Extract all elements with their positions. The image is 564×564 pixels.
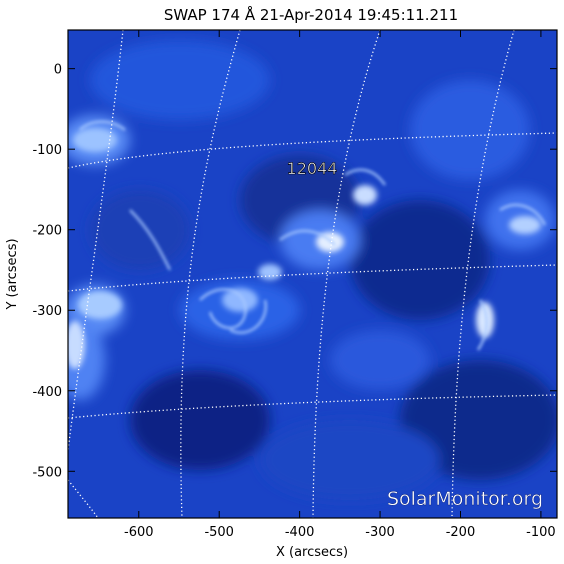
y-tick-label: -300 [32,304,62,319]
plot-frame [67,29,558,519]
x-axis: -600 -500 -400 -300 -200 -100 [124,30,556,540]
coordinate-grid [68,30,557,518]
x-tick-label: -300 [365,525,395,540]
y-tick-label: 0 [54,63,62,78]
x-tick-label: -100 [526,525,556,540]
x-axis-label: X (arcsecs) [276,545,348,560]
solar-image: 12044 SolarMonitor.org [68,30,557,518]
y-tick-label: -100 [32,143,62,158]
x-tick-label: -500 [204,525,234,540]
y-tick-label: -500 [32,465,62,480]
image-title: SWAP 174 Å 21-Apr-2014 19:45:11.211 [164,5,458,24]
y-tick-label: -200 [32,224,62,239]
x-tick-label: -400 [285,525,315,540]
y-tick-label: -400 [32,385,62,400]
active-region-label: 12044 [287,159,338,178]
plasma-texture [68,40,557,500]
y-axis: 0 -100 -200 -300 -400 -500 [32,63,557,480]
y-axis-label: Y (arcsecs) [5,238,20,310]
x-tick-label: -200 [446,525,476,540]
watermark: SolarMonitor.org [387,488,543,510]
loop-strands [79,120,547,351]
x-tick-label: -600 [124,525,154,540]
